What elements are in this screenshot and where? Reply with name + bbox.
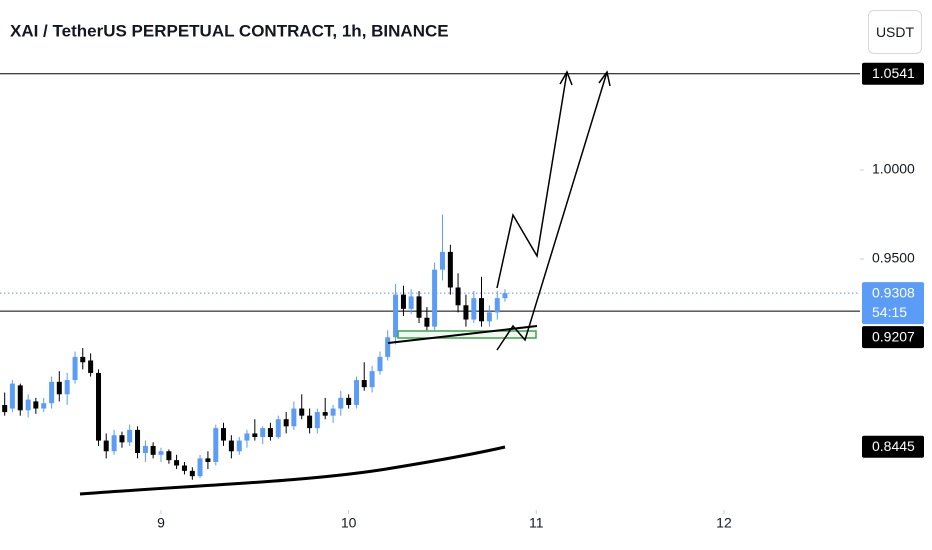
currency-button[interactable]: USDT <box>868 10 922 54</box>
candle-body <box>322 412 328 416</box>
candle-body <box>166 451 172 461</box>
candle-body <box>17 385 23 411</box>
arrow-head <box>598 70 611 87</box>
candle-body <box>103 440 109 452</box>
candle-body <box>338 397 344 409</box>
candle-body <box>502 293 508 299</box>
trend-curve <box>79 445 506 496</box>
candle-body <box>174 460 180 466</box>
support-line <box>387 325 538 344</box>
candle-body <box>432 269 438 327</box>
candle-body <box>197 458 203 477</box>
price-label-box <box>862 282 924 325</box>
candle-body <box>471 298 477 320</box>
candle-body <box>385 337 391 357</box>
candle-body <box>96 372 102 441</box>
price-label: 0.9207 <box>872 328 915 344</box>
x-tick-label: 10 <box>341 515 357 531</box>
candle-body <box>424 317 430 327</box>
candle-body <box>150 445 156 455</box>
candle-body <box>494 298 500 313</box>
candle-body <box>127 429 133 443</box>
candle-body <box>267 428 273 438</box>
price-label: 0.8445 <box>872 438 915 454</box>
candle-body <box>220 428 226 441</box>
candle-body <box>228 440 234 452</box>
candle-body <box>56 381 62 395</box>
candle-body <box>314 412 320 429</box>
candle-body <box>80 356 86 363</box>
candle-body <box>9 383 15 409</box>
price-label: 0.9308 <box>872 284 915 300</box>
candle-body <box>439 251 445 270</box>
candle-body <box>330 408 336 416</box>
candle-body <box>361 380 367 388</box>
candle-body <box>307 415 313 429</box>
projection-arrow <box>496 71 568 289</box>
projection-arrow <box>496 71 608 351</box>
candle-body <box>2 404 8 413</box>
candle-body <box>72 356 78 381</box>
price-label-box <box>862 326 924 349</box>
candle-body <box>447 251 453 288</box>
candle-body <box>299 408 305 416</box>
candle-body <box>213 428 219 462</box>
candle-body <box>189 470 195 477</box>
candle-body <box>400 294 406 309</box>
candle-body <box>416 296 422 318</box>
candle-body <box>119 435 125 443</box>
arrow-head <box>559 70 573 86</box>
candle-body <box>463 305 469 320</box>
candle-body <box>142 445 148 454</box>
candle-body <box>236 440 242 452</box>
candle-body <box>393 294 399 338</box>
candle-body <box>181 465 187 471</box>
price-label-box <box>862 435 924 458</box>
price-label: 1.0541 <box>872 65 915 81</box>
x-tick-label: 11 <box>529 515 544 531</box>
candle-body <box>205 458 211 462</box>
candle-body <box>244 433 250 441</box>
candle-body <box>275 419 281 438</box>
candle-body <box>49 381 55 404</box>
candle-body <box>33 401 39 409</box>
drawings <box>79 70 611 496</box>
candle-body <box>377 356 383 372</box>
candle-body <box>479 298 485 322</box>
x-tick-label: 9 <box>157 515 165 531</box>
candle-body <box>291 408 297 427</box>
x-tick-label: 12 <box>716 515 732 531</box>
countdown: 54:15 <box>872 304 907 320</box>
candle-body <box>455 287 461 306</box>
candle-body <box>346 397 352 405</box>
candle-body <box>486 312 492 322</box>
y-tick-label: 1.0000 <box>872 161 915 177</box>
candle-body <box>158 451 164 455</box>
candle-body <box>354 380 360 405</box>
candle-body <box>88 360 94 373</box>
y-tick-label: 0.9500 <box>872 250 915 266</box>
candle-body <box>25 399 31 411</box>
candle-body <box>135 429 141 454</box>
candle-body <box>111 435 117 452</box>
candle-body <box>369 371 375 388</box>
candle-body <box>260 428 266 438</box>
candle-body <box>408 296 414 309</box>
candle-body <box>283 419 289 427</box>
candle-body <box>41 403 47 409</box>
chart-title: XAI / TetherUS PERPETUAL CONTRACT, 1h, B… <box>10 21 449 40</box>
candle-body <box>64 380 70 395</box>
price-label-box <box>862 62 924 85</box>
candle-body <box>252 433 258 438</box>
